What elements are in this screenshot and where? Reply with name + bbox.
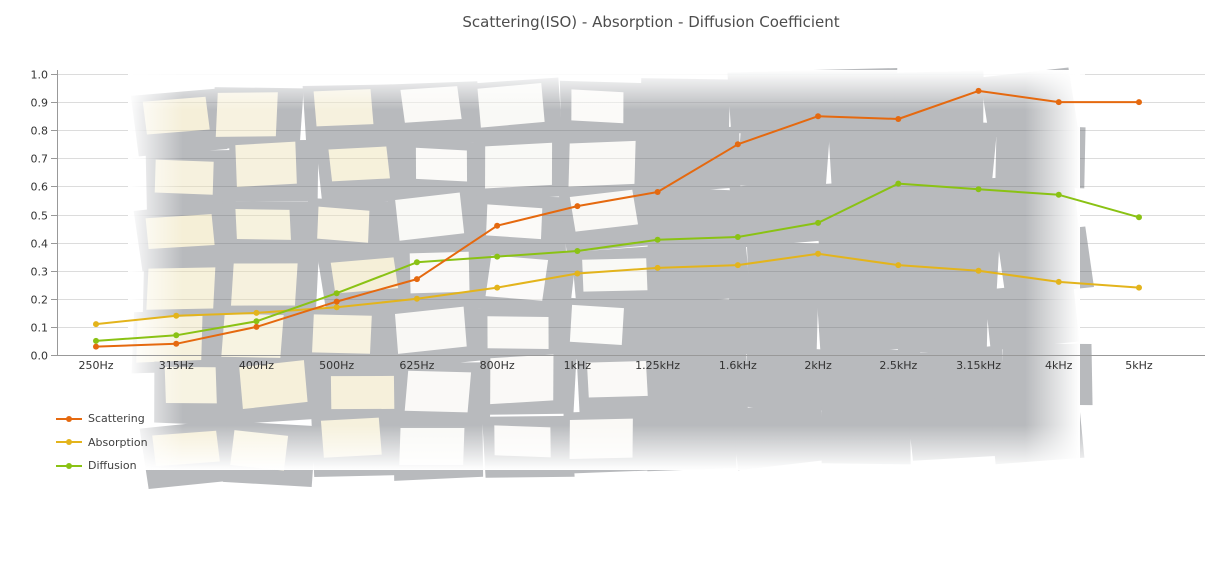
- data-point-scattering-2kHz[interactable]: [815, 113, 822, 120]
- y-axis-tick-label: 0.7: [31, 153, 49, 166]
- data-point-diffusion-5kHz[interactable]: [1135, 214, 1142, 221]
- data-point-diffusion-800Hz[interactable]: [494, 253, 501, 260]
- legend-item-scattering[interactable]: Scattering: [56, 407, 148, 431]
- chart-title: Scattering(ISO) - Absorption - Diffusion…: [462, 13, 840, 31]
- x-axis-tick-label-800Hz: 800Hz: [480, 359, 515, 372]
- legend-label: Absorption: [88, 435, 148, 449]
- data-point-scattering-250Hz[interactable]: [93, 343, 99, 350]
- x-axis-tick-label-500Hz: 500Hz: [319, 359, 354, 372]
- data-point-absorption-1kHz[interactable]: [574, 270, 581, 277]
- data-point-absorption-1.25kHz[interactable]: [654, 264, 661, 271]
- series-line-absorption: [95, 252, 1140, 326]
- data-point-absorption-250Hz[interactable]: [93, 321, 99, 328]
- data-point-scattering-2.5kHz[interactable]: [895, 116, 902, 122]
- data-point-diffusion-1.6kHz[interactable]: [734, 234, 741, 240]
- data-point-diffusion-400Hz[interactable]: [253, 318, 260, 325]
- y-axis-tick-label: 0.5: [31, 210, 49, 223]
- data-point-absorption-3.15kHz[interactable]: [975, 267, 982, 274]
- y-axis-tick-label: 1.0: [31, 69, 49, 82]
- y-axis-tick-label: 0.1: [31, 322, 49, 335]
- data-point-scattering-400Hz[interactable]: [253, 323, 260, 330]
- data-point-diffusion-500Hz[interactable]: [333, 290, 340, 297]
- x-axis-tick-label-250Hz: 250Hz: [78, 359, 113, 372]
- data-point-absorption-625Hz[interactable]: [413, 295, 420, 302]
- data-point-absorption-1.6kHz[interactable]: [734, 262, 741, 269]
- data-point-diffusion-250Hz[interactable]: [93, 337, 99, 344]
- data-point-scattering-800Hz[interactable]: [494, 222, 501, 229]
- x-axis-tick-label-1kHz: 1kHz: [564, 359, 592, 372]
- y-axis-tick-label: 0.0: [31, 350, 49, 363]
- data-point-diffusion-2.5kHz[interactable]: [895, 180, 902, 187]
- legend-item-diffusion[interactable]: Diffusion: [56, 454, 148, 478]
- data-point-absorption-315Hz[interactable]: [173, 312, 180, 319]
- y-axis-tick-label: 0.2: [31, 294, 49, 307]
- legend-label: Scattering: [88, 412, 145, 426]
- legend-line-dot-marker: [56, 438, 82, 446]
- data-point-scattering-4kHz[interactable]: [1055, 99, 1062, 106]
- data-point-scattering-625Hz[interactable]: [413, 276, 420, 283]
- data-point-diffusion-3.15kHz[interactable]: [975, 186, 982, 193]
- data-point-diffusion-4kHz[interactable]: [1055, 191, 1062, 198]
- data-point-scattering-500Hz[interactable]: [333, 298, 340, 305]
- series-line-diffusion: [95, 182, 1140, 342]
- data-point-scattering-1.6kHz[interactable]: [734, 141, 741, 148]
- y-axis-tick-label: 0.4: [31, 238, 49, 251]
- x-axis-tick-label-625Hz: 625Hz: [399, 359, 434, 372]
- data-point-scattering-3.15kHz[interactable]: [975, 87, 982, 94]
- data-point-diffusion-1kHz[interactable]: [574, 248, 581, 254]
- data-point-diffusion-2kHz[interactable]: [815, 219, 822, 226]
- y-axis-tick-label: 0.3: [31, 266, 49, 279]
- x-axis-tick-label-4kHz: 4kHz: [1045, 359, 1073, 372]
- data-point-absorption-5kHz[interactable]: [1135, 284, 1142, 291]
- data-point-diffusion-315Hz[interactable]: [173, 332, 180, 339]
- data-point-absorption-500Hz[interactable]: [333, 304, 340, 311]
- data-point-diffusion-625Hz[interactable]: [413, 259, 420, 266]
- x-axis-tick-label-2.5kHz: 2.5kHz: [879, 359, 917, 372]
- data-point-diffusion-1.25kHz[interactable]: [654, 236, 661, 243]
- y-axis-tick-label: 0.9: [31, 97, 49, 110]
- y-axis-tick-label: 0.6: [31, 181, 49, 194]
- data-point-scattering-315Hz[interactable]: [173, 340, 180, 347]
- x-axis-tick-label-1.6kHz: 1.6kHz: [719, 359, 757, 372]
- legend-line-dot-marker: [56, 462, 82, 470]
- legend-line-dot-marker: [56, 415, 82, 423]
- data-point-scattering-1.25kHz[interactable]: [654, 189, 661, 195]
- data-point-scattering-1kHz[interactable]: [574, 203, 581, 210]
- legend: Scattering Absorption Diffusion: [56, 407, 148, 478]
- x-axis-tick-label-2kHz: 2kHz: [804, 359, 832, 372]
- data-point-absorption-2.5kHz[interactable]: [895, 262, 902, 269]
- x-axis-tick-label-1.25kHz: 1.25kHz: [635, 359, 680, 372]
- series-line-scattering: [95, 89, 1140, 348]
- data-point-scattering-5kHz[interactable]: [1135, 99, 1142, 106]
- x-axis-tick-label-400Hz: 400Hz: [239, 359, 274, 372]
- y-axis-tick-label: 0.8: [31, 125, 49, 138]
- legend-item-absorption[interactable]: Absorption: [56, 431, 148, 455]
- x-axis-tick-label-3.15kHz: 3.15kHz: [956, 359, 1001, 372]
- x-axis-tick-label-5kHz: 5kHz: [1125, 359, 1153, 372]
- data-point-absorption-400Hz[interactable]: [253, 309, 260, 316]
- x-axis-tick-label-315Hz: 315Hz: [159, 359, 194, 372]
- data-point-absorption-800Hz[interactable]: [494, 284, 501, 291]
- data-point-absorption-2kHz[interactable]: [815, 250, 822, 257]
- legend-label: Diffusion: [88, 459, 137, 473]
- data-point-absorption-4kHz[interactable]: [1055, 278, 1062, 285]
